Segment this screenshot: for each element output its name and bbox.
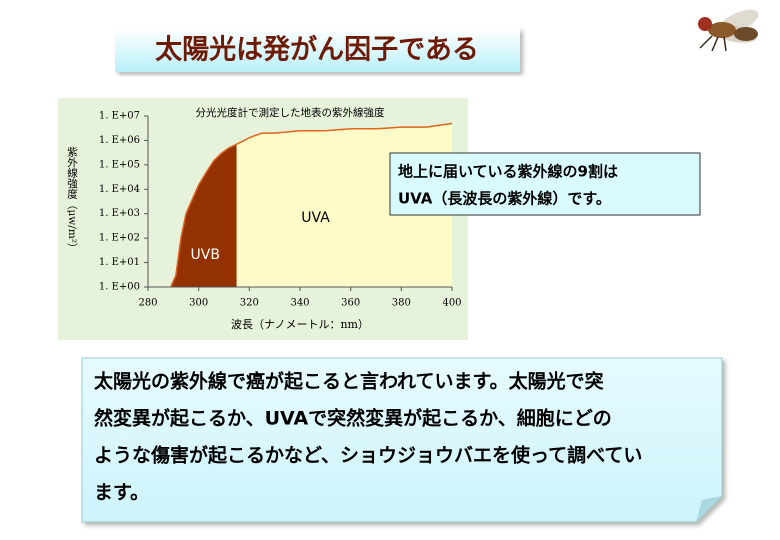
spectrum-line [170,122,453,288]
x-tick-label: 380 [392,298,411,309]
body-line: 太陽光の紫外線で癌が起こると言われています。太陽光で突 [94,370,604,393]
x-axis-label: 波長（ナノメートル：nm） [231,318,369,331]
y-tick-label: 1. E+00 [99,282,140,293]
x-tick-label: 320 [240,298,259,309]
body-text: 太陽光の紫外線で癌が起こると言われています。太陽光で突然変異が起こるか、UVAで… [94,370,642,504]
body-line: 然変異が起こるか、UVAで突然変異が起こるか、細胞にどの [94,407,612,430]
chart-title: 分光光度計で測定した地表の紫外線強度 [196,106,385,119]
slide-title: 太陽光は発がん因子である [155,34,479,66]
y-tick-label: 1. E+03 [99,208,140,219]
y-tick-label: 1. E+01 [99,257,140,268]
y-axis-label: 紫外線強度（μw/m²） [66,146,78,253]
fly-icon [698,9,759,52]
x-tick-label: 280 [138,298,157,309]
y-tick-label: 1. E+02 [99,233,140,244]
y-tick-label: 1. E+06 [99,135,140,146]
region-label: UVA [301,210,330,226]
page-curl [696,496,722,522]
y-tick-label: 1. E+05 [99,159,140,170]
callout-line: 地上に届いている紫外線の9割は [398,163,618,181]
callout-box [389,152,701,216]
body-line: ます。 [94,482,149,504]
x-tick-label: 400 [442,298,461,309]
chart: UVB UVA 1. E+00 1. E+01 1. E+02 1. E+03 1. E+0… [99,111,462,309]
region-label: UVB [191,247,220,263]
callout-line: UVA（長波長の紫外線）です。 [398,190,611,208]
y-tick-label: 1. E+04 [99,184,140,195]
x-tick-label: 300 [189,298,208,309]
x-tick-label: 340 [290,298,309,309]
x-tick-label: 360 [341,298,360,309]
y-tick-label: 1. E+07 [99,111,140,122]
title-box [115,28,520,72]
body-line: ような傷害が起こるかなど、ショウジョウバエを使って調べてい [94,444,642,467]
